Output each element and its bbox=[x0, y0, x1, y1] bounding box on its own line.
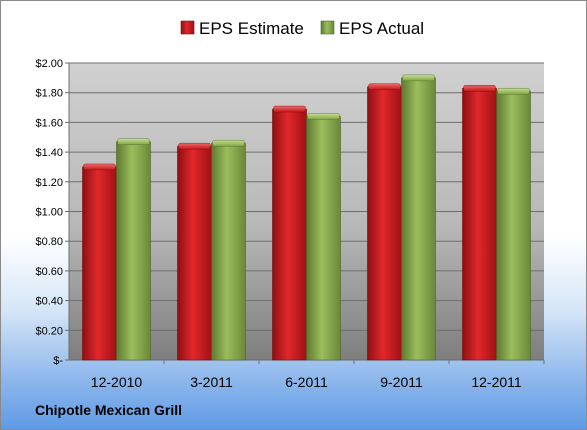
y-tick-label: $1.60 bbox=[35, 117, 63, 129]
bar-estimate bbox=[462, 87, 497, 361]
bar-cap-actual bbox=[212, 139, 245, 147]
x-tick-label: 3-2011 bbox=[190, 374, 233, 390]
y-tick-label: $2.00 bbox=[35, 58, 63, 70]
y-tick-label: $- bbox=[53, 355, 63, 367]
bar-cap-estimate bbox=[368, 83, 401, 90]
bar-actual bbox=[496, 90, 531, 361]
legend: EPS Estimate EPS Actual bbox=[180, 19, 424, 38]
legend-label-estimate: EPS Estimate bbox=[199, 19, 304, 38]
bar-actual bbox=[306, 116, 341, 361]
x-tick-label: 9-2011 bbox=[380, 374, 423, 390]
bar-cap-actual bbox=[402, 74, 435, 82]
bar-cap-actual bbox=[117, 138, 150, 145]
bar-cap-estimate bbox=[463, 85, 496, 92]
legend-swatch-estimate bbox=[180, 20, 195, 35]
bars bbox=[82, 74, 531, 361]
x-axis-ticks: 12-2010 3-2011 6-2011 9-2011 12-2011 bbox=[91, 360, 545, 390]
x-tick-label: 12-2010 bbox=[91, 374, 143, 390]
y-tick-label: $0.40 bbox=[35, 296, 63, 308]
bar-estimate bbox=[177, 145, 212, 361]
y-tick-label: $0.60 bbox=[35, 266, 63, 278]
y-tick-label: $0.20 bbox=[35, 325, 63, 337]
x-tick-label: 6-2011 bbox=[285, 374, 328, 390]
bar-actual bbox=[211, 142, 246, 361]
bar-estimate bbox=[272, 108, 307, 361]
company-name: Chipotle Mexican Grill bbox=[35, 402, 183, 418]
bar-cap-actual bbox=[307, 113, 340, 120]
bar-cap-actual bbox=[497, 88, 530, 95]
y-tick-label: $1.20 bbox=[35, 177, 63, 189]
legend-swatch-actual bbox=[320, 20, 335, 35]
bar-actual bbox=[401, 77, 436, 361]
y-axis-ticks: $- $0.20 $0.40 $0.60 $0.80 $1.00 $1.20 $1.40 $1.… bbox=[35, 58, 63, 367]
legend-label-actual: EPS Actual bbox=[339, 19, 424, 38]
y-tick-label: $1.40 bbox=[35, 147, 63, 159]
bar-actual bbox=[116, 141, 151, 361]
bar-cap-estimate bbox=[178, 142, 211, 150]
y-tick-label: $1.00 bbox=[35, 207, 63, 219]
bar-cap-estimate bbox=[273, 105, 306, 113]
x-tick-label: 12-2011 bbox=[471, 374, 522, 390]
bar-estimate bbox=[367, 86, 402, 361]
y-tick-label: $0.80 bbox=[35, 236, 63, 248]
bar-cap-estimate bbox=[83, 163, 116, 171]
bar-estimate bbox=[82, 166, 117, 361]
y-tick-label: $1.80 bbox=[35, 88, 63, 100]
